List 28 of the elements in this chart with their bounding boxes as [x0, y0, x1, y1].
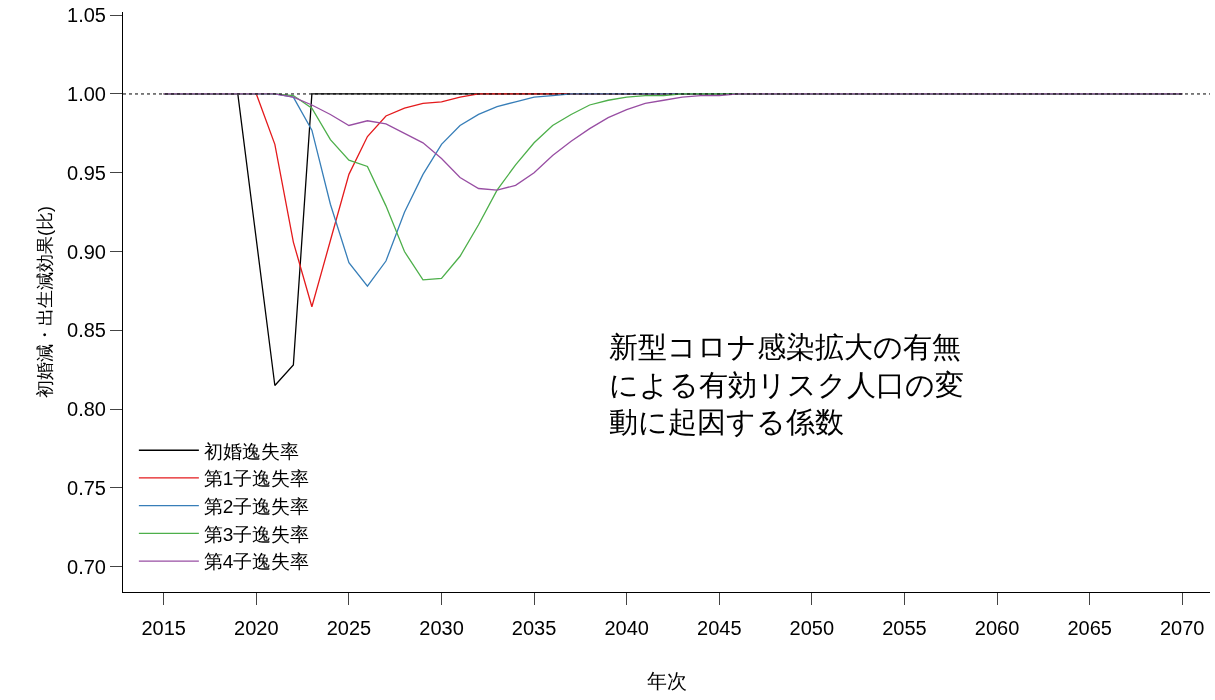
y-tick-label: 0.95 [67, 161, 106, 184]
y-tick-label: 0.70 [67, 555, 106, 578]
y-tick-label: 0.80 [67, 398, 106, 421]
y-tick-label: 1.05 [67, 4, 106, 27]
y-tick-label: 0.90 [67, 240, 106, 263]
y-tick-label: 0.75 [67, 476, 106, 499]
legend-label: 第3子逸失率 [203, 523, 310, 545]
x-tick-label: 2050 [789, 617, 835, 639]
x-tick-label: 2020 [234, 617, 279, 639]
x-tick-label: 2045 [697, 617, 742, 639]
x-axis-title: 年次 [646, 669, 687, 692]
y-axis-title: 初婚減・出生減効果(比) [35, 206, 56, 398]
legend-label: 初婚逸失率 [203, 440, 299, 462]
x-tick-label: 2055 [882, 617, 927, 639]
x-tick-label: 2025 [326, 617, 372, 639]
x-tick-label: 2030 [419, 617, 464, 639]
y-tick-label: 1.00 [67, 82, 106, 105]
x-tick-label: 2065 [1067, 617, 1112, 639]
legend-label: 第4子逸失率 [203, 551, 310, 573]
x-tick-label: 2070 [1159, 617, 1205, 639]
x-tick-label: 2060 [974, 617, 1020, 639]
legend-label: 第1子逸失率 [203, 468, 310, 490]
x-tick-label: 2035 [511, 617, 557, 639]
y-tick-label: 0.85 [67, 319, 106, 342]
legend-label: 第2子逸失率 [203, 496, 310, 518]
x-tick-label: 2040 [604, 617, 649, 639]
annotation: 新型コロナ感染拡大の有無による有効リスク人口の変動に起因する係数 [609, 330, 964, 440]
x-tick-label: 2015 [141, 617, 186, 639]
